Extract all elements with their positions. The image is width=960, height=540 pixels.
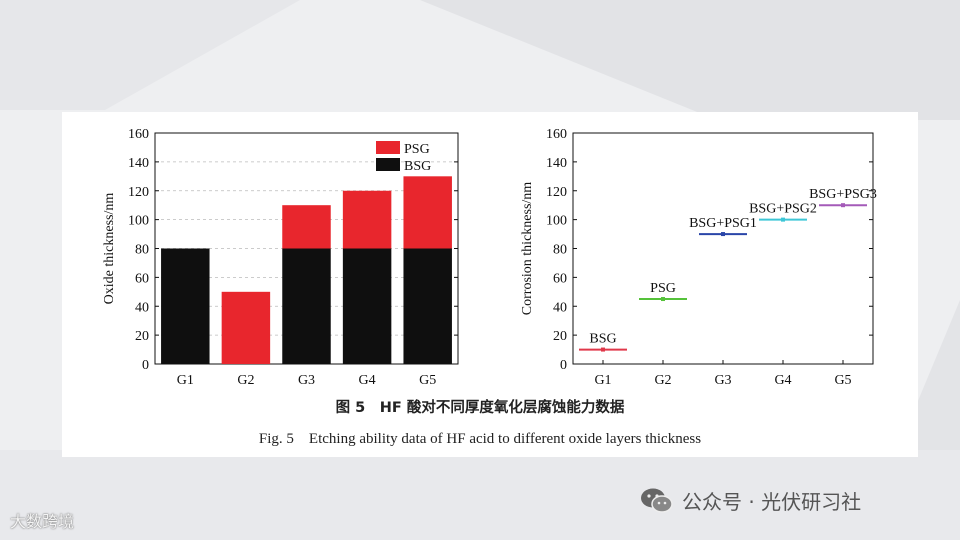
figure-caption-en: Fig. 5 Etching ability data of HF acid t… <box>258 431 702 447</box>
y-tick-label: 60 <box>135 271 149 286</box>
y-tick-label: 0 <box>560 358 567 373</box>
y-tick-label: 160 <box>128 127 149 142</box>
bar-bsg <box>282 248 331 364</box>
bar-psg <box>221 291 271 364</box>
y-tick-label: 160 <box>546 127 567 142</box>
x-tick-label: G5 <box>834 373 851 388</box>
legend-swatch-psg <box>376 141 400 154</box>
y-tick-label: 40 <box>553 300 567 315</box>
data-point <box>781 217 785 222</box>
y-tick-label: 20 <box>553 329 567 344</box>
bar-psg <box>282 205 331 249</box>
y-tick-label: 80 <box>135 243 149 258</box>
plot-frame <box>572 132 874 365</box>
oxide-thickness-chart: 0 20 40 60 80 100 120 140 160 G1 G2 G3 G4 G5 Oxide thi… <box>102 127 459 388</box>
legend-label: BSG <box>404 159 431 174</box>
background-band <box>0 450 960 540</box>
data-point <box>841 203 845 208</box>
legend-label: PSG <box>404 142 430 157</box>
x-tick-label: G4 <box>774 373 791 388</box>
bar-psg <box>342 190 392 249</box>
data-label: BSG+PSG2 <box>749 202 817 217</box>
data-label: BSG+PSG1 <box>689 216 757 231</box>
y-tick-label: 100 <box>546 214 567 229</box>
y-tick-label: 120 <box>546 185 567 200</box>
y-tick-label: 80 <box>553 243 567 258</box>
watermark-right: 公众号 · 光伏研习社 <box>640 486 861 515</box>
y-tick-label: 140 <box>128 156 149 171</box>
wechat-icon <box>641 488 673 513</box>
x-tick-label: G3 <box>298 373 315 388</box>
data-point <box>661 297 665 302</box>
y-tick-label: 120 <box>128 185 149 200</box>
y-tick-label: 20 <box>135 329 149 344</box>
y-axis-label: Corrosion thickness/nm <box>520 182 535 315</box>
bar-bsg <box>342 248 392 364</box>
x-tick-label: G5 <box>419 373 436 388</box>
data-label: BSG+PSG3 <box>809 187 877 202</box>
x-tick-label: G4 <box>359 373 376 388</box>
x-tick-label: G3 <box>714 373 731 388</box>
bar-psg <box>403 176 452 249</box>
y-tick-label: 0 <box>142 358 149 373</box>
x-tick-label: G1 <box>594 373 611 388</box>
y-tick-label: 140 <box>546 156 567 171</box>
data-point <box>721 232 725 237</box>
legend-swatch-bsg <box>376 158 400 171</box>
watermark-right-text: 公众号 · 光伏研习社 <box>682 490 862 514</box>
x-tick-label: G2 <box>237 373 254 388</box>
y-axis-label: Oxide thickness/nm <box>102 193 117 305</box>
y-tick-label: 60 <box>553 271 567 286</box>
x-tick-label: G1 <box>177 373 194 388</box>
x-tick-label: G2 <box>654 373 671 388</box>
data-point <box>601 347 605 352</box>
bar-bsg <box>161 248 210 364</box>
watermark-left: 大数跨境 <box>10 512 75 531</box>
data-label: BSG <box>589 332 616 347</box>
corrosion-thickness-chart: 0 20 40 60 80 100 120 140 160 G1 G2 G3 G4 G5 Corrosion… <box>520 127 877 388</box>
data-label: PSG <box>650 281 676 296</box>
figure-caption-cn: 图 5 HF 酸对不同厚度氧化层腐蚀能力数据 <box>335 400 625 416</box>
bar-bsg <box>403 248 452 364</box>
y-tick-label: 40 <box>135 300 149 315</box>
y-tick-label: 100 <box>128 214 149 229</box>
